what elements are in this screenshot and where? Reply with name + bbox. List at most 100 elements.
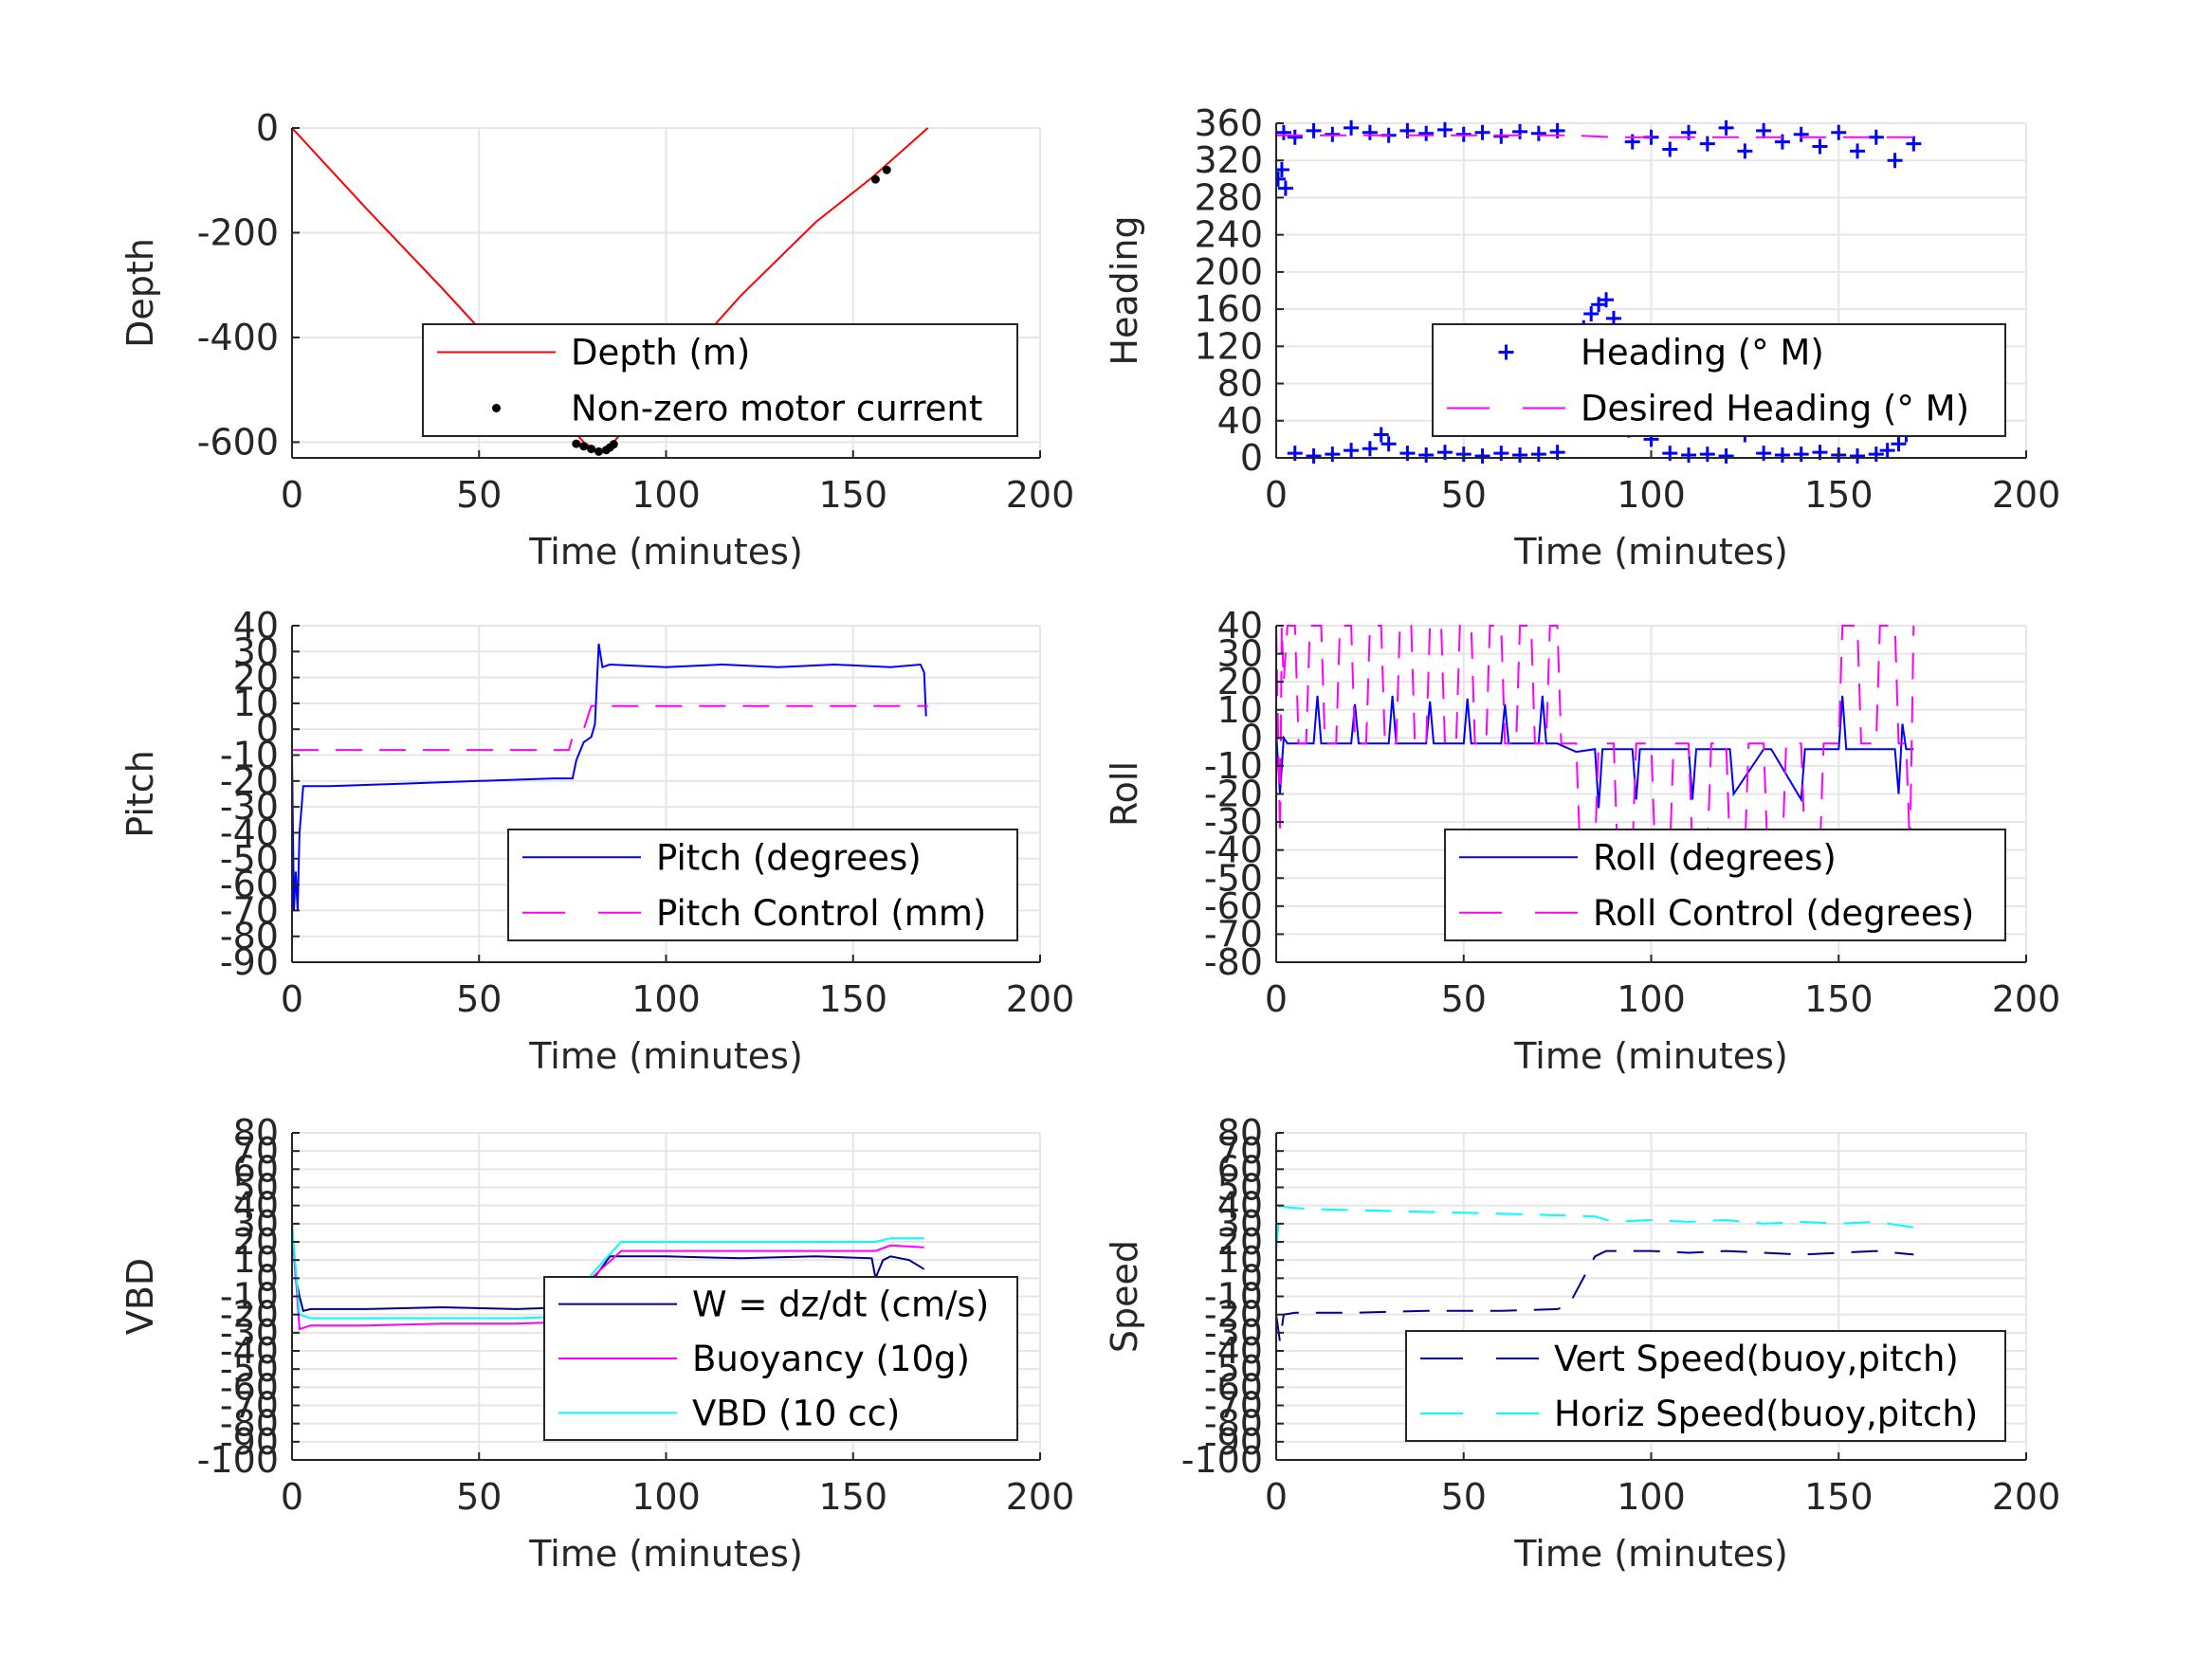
x-tick-label: 100 <box>631 978 701 1020</box>
y-tick-label: 40 <box>233 1185 279 1227</box>
data-point-heading-0-0 <box>1276 171 1286 187</box>
y-tick-label: 80 <box>1217 1112 1263 1154</box>
data-point-heading-0-36 <box>1793 447 1809 463</box>
y-tick-label: 20 <box>1217 661 1263 702</box>
x-tick-label: 150 <box>818 1476 887 1518</box>
y-tick-label: 160 <box>1194 288 1263 330</box>
legend-swatch <box>1498 344 1514 360</box>
y-tick-label: -10 <box>220 1276 279 1318</box>
y-axis-label: Heading <box>1104 215 1145 365</box>
data-point-heading-0-17 <box>1530 447 1546 463</box>
series-line-speed-0 <box>1276 1249 1914 1342</box>
y-tick-label: 20 <box>233 657 279 699</box>
data-point-heading-0-9 <box>1380 436 1397 452</box>
y-tick-label: 40 <box>1217 400 1263 442</box>
legend-swatch <box>492 404 501 412</box>
legend-box <box>1432 323 2006 437</box>
x-tick-label: 150 <box>1804 474 1874 516</box>
x-tick-label: 150 <box>1804 1476 1874 1518</box>
data-point-heading-1-2 <box>1306 122 1322 138</box>
y-tick-label: -70 <box>1204 913 1263 955</box>
x-tick-label: 50 <box>1441 978 1487 1020</box>
data-point-heading-1-18 <box>1662 141 1678 157</box>
data-point-heading-0-35 <box>1774 447 1790 464</box>
y-axis-label: Speed <box>1104 1240 1145 1353</box>
y-tick-label: 30 <box>1217 633 1263 675</box>
data-point-heading-1-29 <box>1868 129 1884 145</box>
y-tick-label: 20 <box>1217 1221 1263 1263</box>
data-point-heading-0-6 <box>1344 443 1360 459</box>
data-point-heading-0-22 <box>1583 306 1600 322</box>
data-point-heading-0-30 <box>1681 447 1697 464</box>
legend-box <box>1444 829 2006 941</box>
legend-label: Heading (° M) <box>1581 333 1824 374</box>
y-tick-label: 60 <box>233 1148 279 1190</box>
series-group <box>292 127 929 456</box>
x-tick-label: 50 <box>1441 474 1487 516</box>
data-point-heading-0-24 <box>1599 292 1615 308</box>
data-point-heading-0-5 <box>1325 447 1341 463</box>
legend-label: Roll Control (degrees) <box>1593 893 1974 934</box>
data-point-heading-1-4 <box>1344 119 1360 136</box>
chart-speed: 0 50 100 150 20080706050403020100-10-20-30-4… <box>1104 1112 2060 1575</box>
legend: Depth (m) Non-zero motor current <box>422 323 1018 437</box>
data-point-heading-0-7 <box>1362 441 1378 457</box>
y-tick-label: -400 <box>197 317 279 358</box>
y-axis-label: Pitch <box>119 750 161 838</box>
data-point-heading-1-22 <box>1737 143 1753 159</box>
y-axis-label: Depth <box>119 238 161 348</box>
y-tick-label: -90 <box>220 941 279 983</box>
y-tick-label: -70 <box>220 1385 279 1427</box>
legend-box <box>1405 1330 2006 1442</box>
y-tick-label: 200 <box>1194 251 1263 293</box>
x-tick-label: 50 <box>456 978 502 1020</box>
data-point-heading-1-31 <box>1906 136 1922 152</box>
y-tick-label: 0 <box>256 107 279 149</box>
y-tick-label: -80 <box>220 916 279 957</box>
x-tick-label: 100 <box>1617 1476 1686 1518</box>
y-tick-label: -20 <box>220 760 279 802</box>
series-line-vbd-2 <box>292 1223 924 1320</box>
y-tick-label: 40 <box>233 605 279 647</box>
legend-label: Buoyancy (10g) <box>692 1339 970 1379</box>
data-point-heading-1-12 <box>1493 128 1509 144</box>
y-tick-label: 10 <box>233 1239 279 1281</box>
y-tick-label: -40 <box>1204 1330 1263 1372</box>
y-tick-label: -20 <box>1204 1294 1263 1336</box>
y-tick-label: 30 <box>233 630 279 672</box>
data-point-heading-1-0 <box>1276 124 1291 140</box>
legend-label: Desired Heading (° M) <box>1581 389 1969 429</box>
data-point-depth-1-0 <box>572 439 581 448</box>
y-tick-label: -40 <box>220 811 279 853</box>
data-point-heading-0-32 <box>1718 448 1734 464</box>
y-tick-label: 0 <box>256 1257 279 1299</box>
x-tick-label: 0 <box>1265 978 1288 1020</box>
series-line-pitch-1 <box>292 704 928 752</box>
y-tick-label: 0 <box>1240 437 1263 479</box>
chart-vbd: 0 50 100 150 20080706050403020100-10-20-30-4… <box>119 1112 1074 1575</box>
y-tick-label: -600 <box>197 421 279 463</box>
x-tick-label: 0 <box>281 474 303 516</box>
series-group <box>1276 1204 1914 1342</box>
legend-label: Vert Speed(buoy,pitch) <box>1554 1339 1959 1379</box>
y-tick-label: -70 <box>1204 1385 1263 1427</box>
data-point-heading-1-23 <box>1756 122 1772 138</box>
y-tick-label: -60 <box>1204 1366 1263 1408</box>
data-point-heading-0-40 <box>1868 447 1884 463</box>
x-tick-label: 100 <box>1617 978 1686 1020</box>
data-point-heading-0-39 <box>1850 448 1866 464</box>
y-tick-label: 30 <box>233 1203 279 1245</box>
y-tick-label: -50 <box>220 1348 279 1390</box>
y-tick-label: 0 <box>256 708 279 750</box>
data-point-depth-1-2 <box>587 445 596 454</box>
chart-pitch: 0 50 100 150 200403020100-10-20-30-40-50-60-… <box>119 605 1074 1077</box>
y-tick-label: 360 <box>1194 102 1263 144</box>
data-point-heading-0-41 <box>1879 443 1895 459</box>
y-tick-label: -100 <box>197 1439 279 1481</box>
data-point-heading-1-11 <box>1474 124 1490 140</box>
data-point-heading-0-11 <box>1418 447 1435 464</box>
y-tick-label: -40 <box>220 1330 279 1372</box>
x-axis-label: Time (minutes) <box>1513 531 1788 573</box>
y-tick-label: -30 <box>220 786 279 828</box>
x-tick-label: 150 <box>818 978 887 1020</box>
